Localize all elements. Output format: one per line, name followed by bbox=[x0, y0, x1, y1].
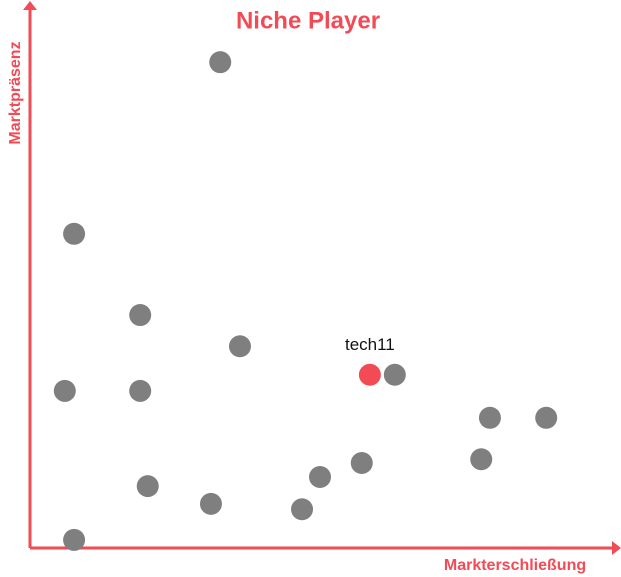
x-axis-arrow bbox=[612, 541, 621, 555]
x-axis-label: Markterschließung bbox=[444, 557, 586, 574]
point bbox=[129, 379, 152, 402]
point bbox=[63, 528, 86, 551]
point bbox=[309, 465, 331, 488]
point bbox=[350, 451, 373, 474]
point bbox=[358, 363, 381, 386]
point bbox=[383, 363, 406, 386]
point bbox=[129, 304, 152, 327]
point bbox=[228, 335, 251, 358]
point bbox=[535, 406, 558, 429]
point-label: tech11 bbox=[345, 335, 395, 354]
point bbox=[478, 406, 501, 429]
point bbox=[53, 379, 76, 402]
point bbox=[291, 498, 314, 521]
point bbox=[470, 448, 493, 471]
y-axis-label: Marktpräsenz bbox=[7, 41, 24, 144]
point bbox=[136, 475, 159, 498]
chart-title: Niche Player bbox=[236, 7, 380, 34]
point bbox=[199, 492, 222, 515]
y-axis-arrow bbox=[23, 1, 37, 10]
point bbox=[209, 51, 232, 74]
point bbox=[63, 222, 86, 245]
